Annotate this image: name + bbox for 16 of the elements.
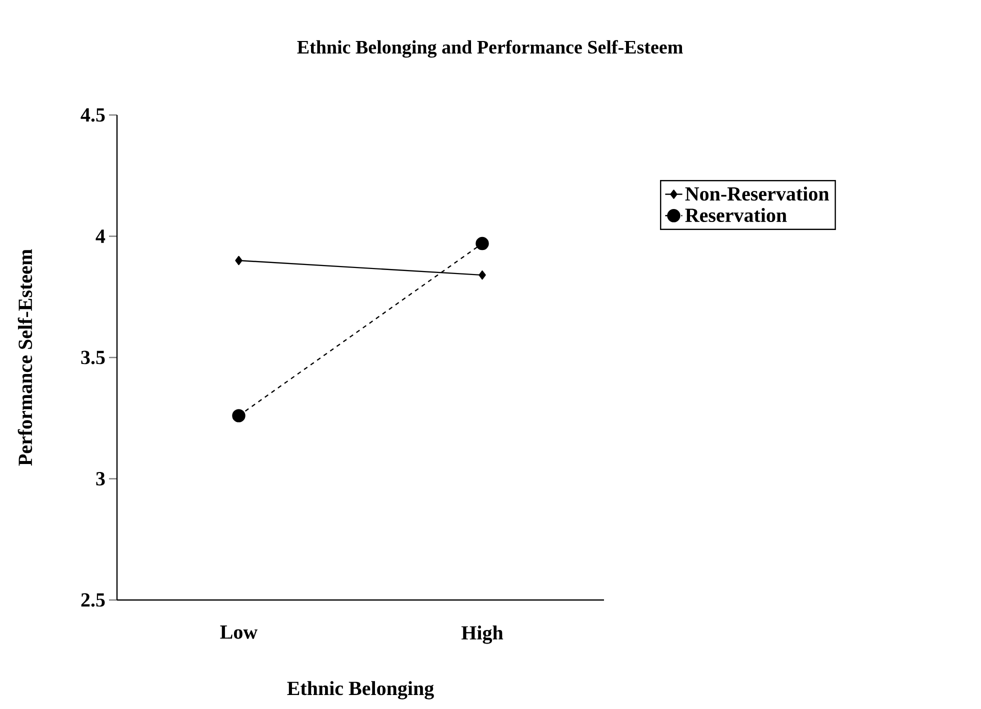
x-tick-label: High <box>461 626 504 644</box>
legend-label: Reservation <box>685 208 787 222</box>
point <box>478 270 486 280</box>
y-tick-label: 4.5 <box>80 108 105 122</box>
point <box>476 236 489 250</box>
y-tick-label: 3 <box>96 472 105 486</box>
x-tick-label: Low <box>220 626 258 639</box>
y-tick-label: 3.5 <box>81 350 105 364</box>
point <box>232 409 246 422</box>
y-tick-label: 2.5 <box>81 593 105 607</box>
y-tick-label: 4 <box>96 230 106 243</box>
chart-title: Ethnic Belonging and Performance Self-Esteem <box>297 40 683 58</box>
y-axis-title: Performance Self-Esteem <box>18 249 32 466</box>
point <box>235 256 242 266</box>
legend-label: Non-Reservation <box>685 186 830 201</box>
x-axis-title: Ethnic Belonging <box>287 681 434 700</box>
